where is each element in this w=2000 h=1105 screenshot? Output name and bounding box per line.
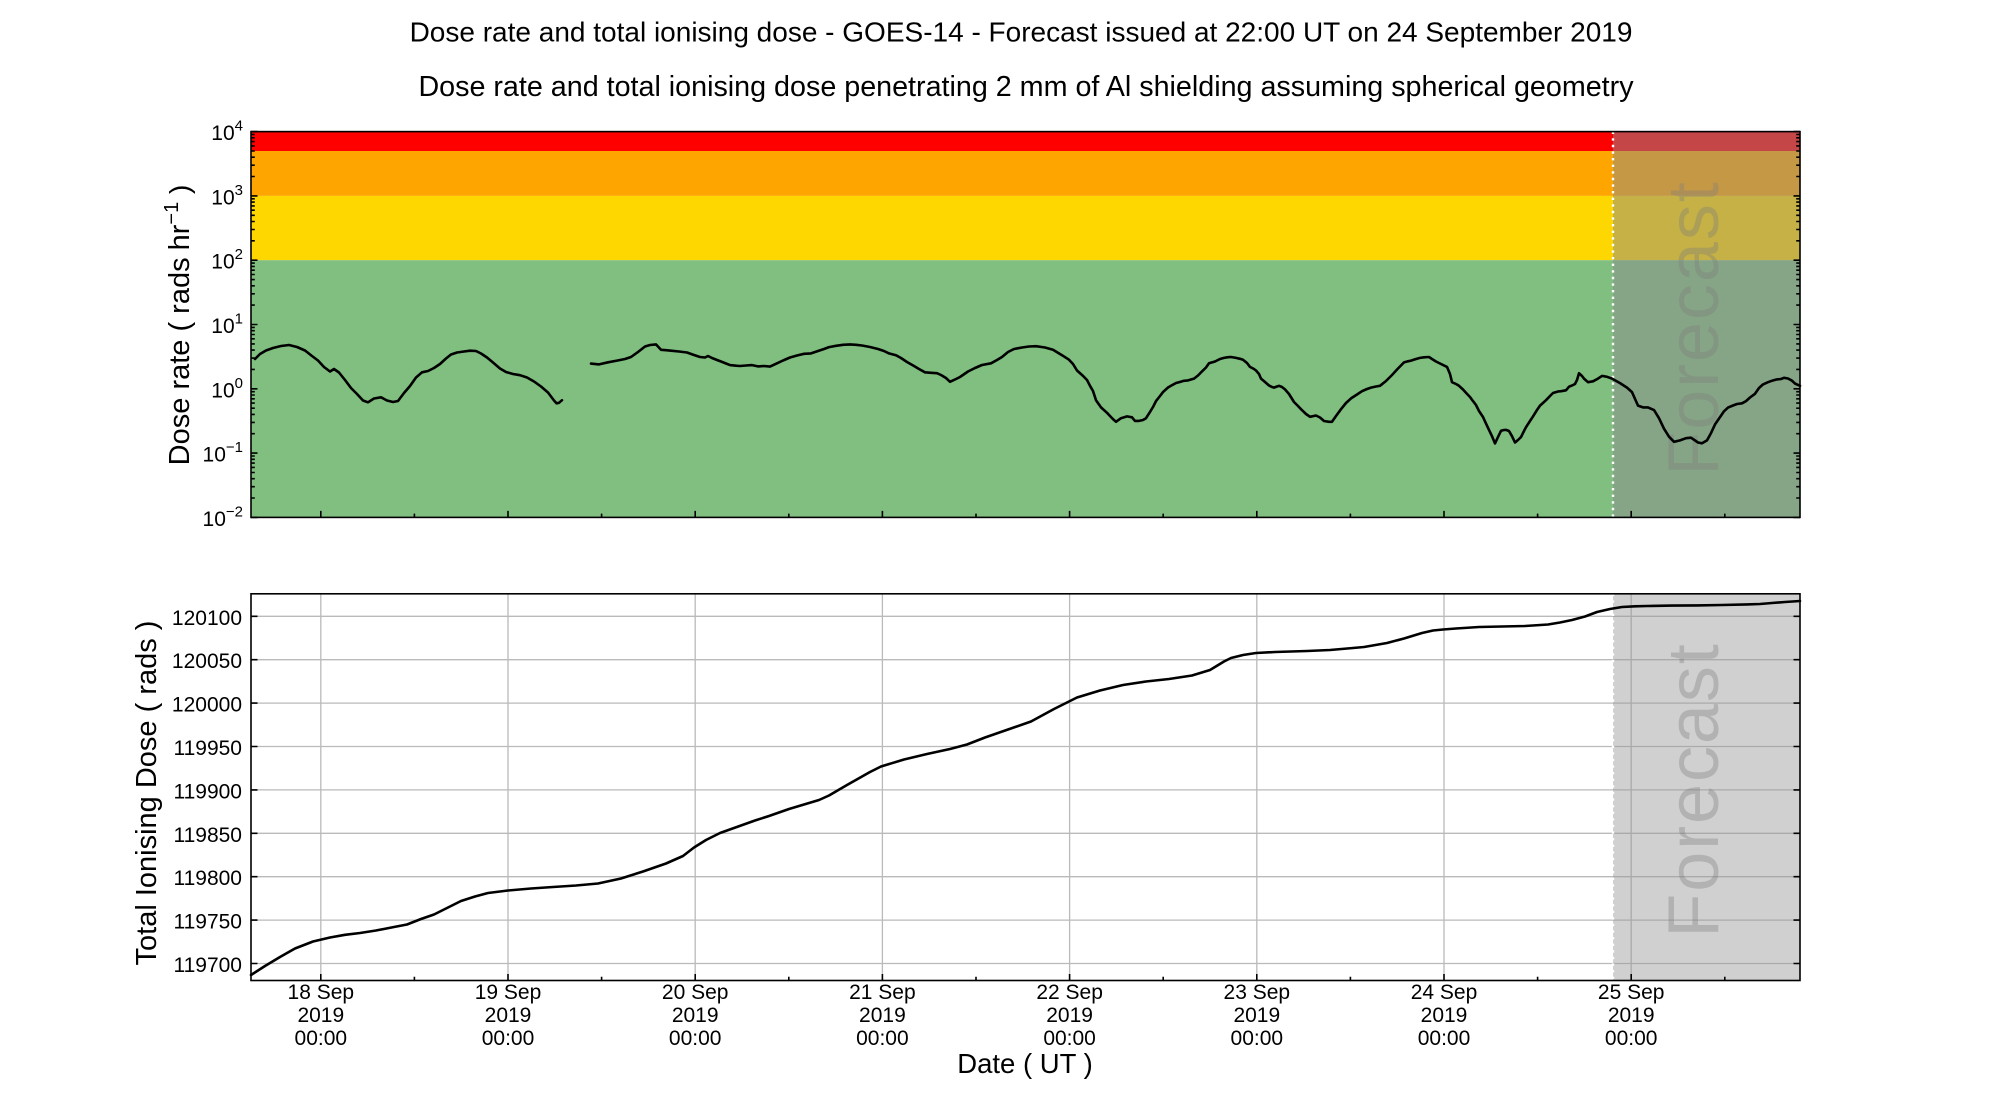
svg-text:Total Ionising Dose ( rads ): Total Ionising Dose ( rads ) [131,621,163,966]
svg-text:2019: 2019 [1608,1004,1655,1027]
svg-text:23 Sep: 23 Sep [1224,981,1291,1004]
svg-text:120100: 120100 [172,607,242,630]
svg-text:22 Sep: 22 Sep [1036,981,1103,1004]
svg-text:00:00: 00:00 [1043,1027,1096,1050]
svg-text:Forecast: Forecast [1654,642,1734,937]
svg-text:119900: 119900 [173,780,242,803]
svg-text:Dose rate and total ionising d: Dose rate and total ionising dose penetr… [418,71,1634,103]
svg-text:2019: 2019 [1233,1004,1280,1027]
svg-text:2019: 2019 [672,1004,719,1027]
svg-text:100: 100 [211,375,243,403]
svg-text:18 Sep: 18 Sep [288,981,355,1004]
svg-text:00:00: 00:00 [1231,1027,1284,1050]
svg-text:00:00: 00:00 [669,1027,722,1050]
svg-text:2019: 2019 [485,1004,532,1027]
svg-text:00:00: 00:00 [482,1027,535,1050]
svg-text:20 Sep: 20 Sep [662,981,729,1004]
svg-text:10−1: 10−1 [203,439,243,467]
svg-text:2019: 2019 [297,1004,344,1027]
svg-text:119950: 119950 [173,737,242,760]
svg-text:19 Sep: 19 Sep [475,981,542,1004]
svg-text:24 Sep: 24 Sep [1411,981,1478,1004]
svg-text:104: 104 [211,118,243,146]
svg-text:120050: 120050 [172,650,242,673]
svg-text:00:00: 00:00 [1605,1027,1658,1050]
svg-text:Forecast: Forecast [1654,180,1734,475]
svg-text:2019: 2019 [1046,1004,1093,1027]
svg-text:Dose rate ( radshr−1 ): Dose rate ( radshr−1 ) [161,185,196,466]
svg-text:10−2: 10−2 [203,503,243,531]
svg-text:21 Sep: 21 Sep [849,981,916,1004]
svg-text:101: 101 [211,311,243,339]
svg-text:119750: 119750 [173,911,242,934]
svg-text:119700: 119700 [173,954,242,977]
svg-text:25 Sep: 25 Sep [1598,981,1665,1004]
svg-text:Date ( UT ): Date ( UT ) [957,1048,1093,1079]
svg-text:2019: 2019 [1421,1004,1468,1027]
svg-text:102: 102 [211,246,243,274]
svg-text:119850: 119850 [173,824,242,847]
svg-text:2019: 2019 [859,1004,906,1027]
svg-text:103: 103 [211,182,243,210]
svg-text:00:00: 00:00 [1418,1027,1471,1050]
svg-text:120000: 120000 [172,694,242,717]
svg-text:00:00: 00:00 [295,1027,348,1050]
svg-text:119800: 119800 [173,867,242,890]
svg-text:00:00: 00:00 [856,1027,909,1050]
svg-text:Dose rate and total ionising d: Dose rate and total ionising dose - GOES… [410,17,1633,48]
